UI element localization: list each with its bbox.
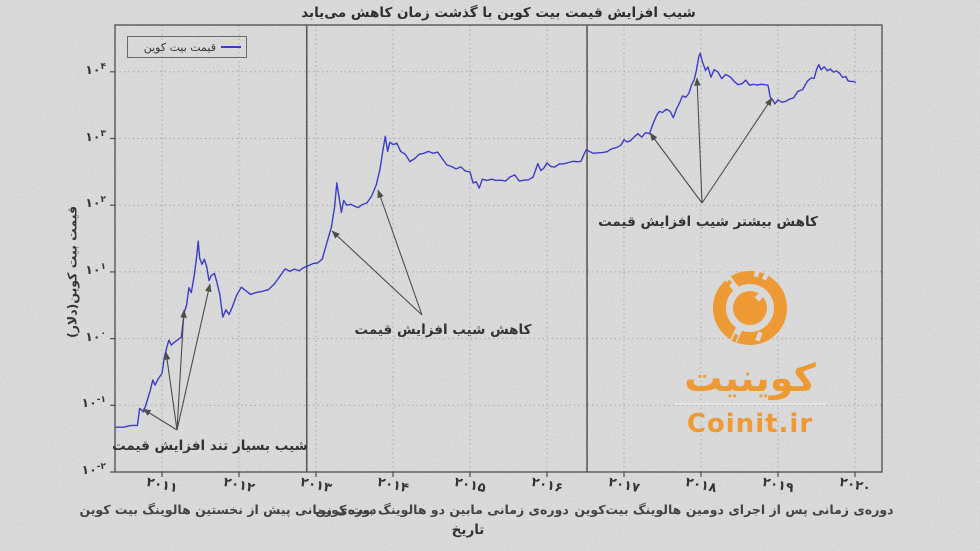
y-tick-label: ۱۰۴	[85, 61, 106, 77]
y-tick-label: ۱۰-۲	[81, 462, 107, 478]
logo-wordmark-farsi: کوینیت	[684, 356, 816, 400]
x-tick-label: ۲۰۱۷	[606, 474, 642, 497]
coinit-logo: کوینیت Coinit.ir	[655, 260, 845, 439]
logo-divider	[674, 403, 826, 405]
coinit-logo-mark	[713, 267, 787, 350]
y-tick-label: ۱۰۰	[85, 328, 106, 344]
legend-line-sample	[221, 46, 241, 48]
y-tick-label: ۱۰۱	[85, 261, 106, 278]
y-tick-label: ۱۰۳	[85, 128, 106, 144]
legend: قیمت بیت کوین	[127, 36, 247, 58]
period-label: دوره‌ی زمانی پس از اجرای دومین هالوینگ ب…	[574, 502, 894, 517]
annotation-label: کاهش بیشتر شیب افزایش قیمت	[598, 214, 818, 230]
x-tick-label: ۲۰۱۹	[760, 474, 796, 497]
chart-title: شیب افزایش قیمت بیت کوین با گذشت زمان کا…	[301, 5, 696, 21]
annotation-label: کاهش شیب افزایش قیمت	[354, 322, 532, 338]
x-axis-title: تاریخ	[451, 522, 485, 538]
x-tick-label: ۲۰۱۲	[221, 474, 257, 497]
x-tick-label: ۲۰۱۶	[529, 474, 565, 497]
annotation-label: شیب بسیار تند افزایش قیمت	[112, 438, 308, 454]
x-tick-label: ۲۰۱۴	[375, 474, 411, 497]
period-label: دوره‌ی زمانی مابین دو هالوینگ بیت کوین	[315, 502, 569, 517]
x-tick-label: ۲۰۱۸	[683, 474, 719, 497]
x-tick-label: ۲۰۱۱	[144, 474, 180, 497]
legend-label: قیمت بیت کوین	[143, 40, 216, 54]
logo-wordmark-latin: Coinit.ir	[686, 409, 814, 439]
x-tick-label: ۲۰۱۳	[298, 474, 334, 497]
y-tick-label: ۱۰-۱	[81, 395, 107, 411]
x-tick-label: ۲۰۲۰	[837, 474, 873, 497]
x-tick-label: ۲۰۱۵	[452, 474, 488, 497]
y-tick-label: ۱۰۲	[85, 195, 106, 211]
